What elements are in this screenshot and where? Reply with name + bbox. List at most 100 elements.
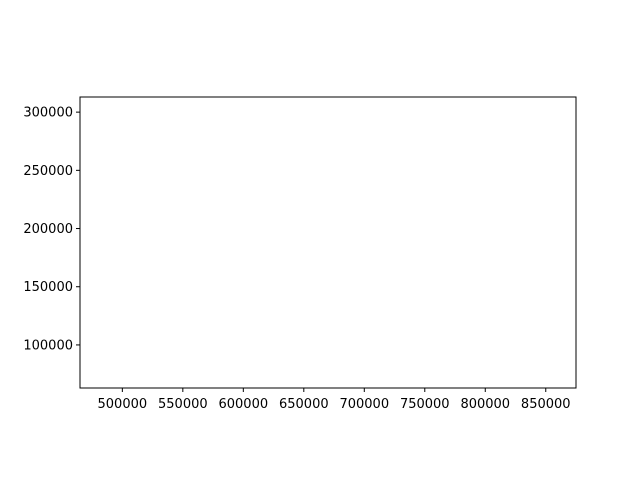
raster-cell: [100, 377, 106, 383]
raster-cell: [400, 177, 406, 183]
raster-cell: [205, 132, 211, 138]
raster-cell: [485, 212, 491, 218]
raster-cell: [375, 147, 381, 153]
raster-cell: [225, 262, 231, 268]
raster-cell: [495, 217, 501, 223]
raster-cell: [460, 347, 466, 353]
raster-cell: [85, 117, 91, 123]
raster-cell: [310, 217, 316, 223]
raster-cell: [470, 262, 476, 268]
raster-cell: [230, 122, 236, 128]
raster-cell: [460, 167, 466, 173]
raster-cell: [480, 282, 486, 288]
raster-cell: [440, 302, 446, 308]
raster-cell: [150, 112, 156, 118]
raster-cell: [260, 362, 266, 368]
raster-cell: [395, 287, 401, 293]
raster-cell: [400, 217, 406, 223]
raster-cell: [450, 367, 456, 373]
raster-cell: [455, 217, 461, 223]
raster-cell: [485, 207, 491, 213]
raster-cell: [85, 327, 91, 333]
raster-cell: [245, 267, 251, 273]
raster-cell: [460, 267, 466, 273]
raster-cell: [470, 322, 476, 328]
raster-cell: [170, 302, 176, 308]
raster-cell: [130, 112, 136, 118]
raster-cell: [145, 292, 151, 298]
raster-cell: [495, 197, 501, 203]
raster-cell: [460, 197, 466, 203]
raster-cell: [275, 242, 281, 248]
raster-cell: [345, 227, 351, 233]
raster-cell: [435, 377, 441, 383]
raster-cell: [295, 112, 301, 118]
raster-cell: [490, 232, 496, 238]
raster-cell: [190, 197, 196, 203]
raster-cell: [290, 237, 296, 243]
raster-cell: [465, 272, 471, 278]
raster-cell: [140, 162, 146, 168]
raster-cell: [220, 202, 226, 208]
raster-cell: [265, 207, 271, 213]
raster-cell: [280, 112, 286, 118]
raster-cell: [425, 147, 431, 153]
raster-cell: [445, 172, 451, 178]
raster-cell: [440, 292, 446, 298]
raster-cell: [120, 242, 126, 248]
raster-cell: [435, 332, 441, 338]
raster-cell: [205, 182, 211, 188]
raster-cell: [110, 277, 116, 283]
raster-cell: [485, 122, 491, 128]
raster-cell: [330, 297, 336, 303]
raster-cell: [285, 297, 291, 303]
raster-cell: [155, 107, 161, 113]
raster-cell: [270, 172, 276, 178]
raster-cell: [480, 117, 486, 123]
raster-cell: [280, 287, 286, 293]
raster-cell: [255, 237, 261, 243]
raster-cell: [280, 382, 286, 388]
raster-cell: [95, 202, 101, 208]
raster-cell: [320, 382, 326, 388]
raster-cell: [250, 107, 256, 113]
raster-cell: [195, 292, 201, 298]
raster-cell: [170, 297, 176, 303]
raster-cell: [165, 197, 171, 203]
raster-cell: [90, 127, 96, 133]
raster-cell: [305, 337, 311, 343]
raster-cell: [245, 327, 251, 333]
raster-cell: [265, 172, 271, 178]
raster-cell: [445, 112, 451, 118]
raster-cell: [335, 267, 341, 273]
raster-cell: [405, 382, 411, 388]
raster-cell: [445, 272, 451, 278]
raster-cell: [300, 102, 306, 108]
raster-cell: [130, 182, 136, 188]
raster-cell: [135, 267, 141, 273]
raster-cell: [245, 347, 251, 353]
raster-cell: [335, 237, 341, 243]
raster-cell: [125, 357, 131, 363]
raster-cell: [415, 302, 421, 308]
raster-cell: [160, 317, 166, 323]
raster-cell: [260, 162, 266, 168]
raster-cell: [390, 152, 396, 158]
raster-cell: [280, 372, 286, 378]
raster-cell: [485, 342, 491, 348]
raster-cell: [150, 372, 156, 378]
raster-cell: [195, 117, 201, 123]
raster-cell: [295, 102, 301, 108]
raster-cell: [315, 117, 321, 123]
raster-cell: [215, 277, 221, 283]
raster-cell: [395, 152, 401, 158]
raster-cell: [470, 197, 476, 203]
raster-cell: [440, 152, 446, 158]
raster-cell: [355, 202, 361, 208]
raster-cell: [360, 257, 366, 263]
raster-cell: [85, 142, 91, 148]
raster-cell: [380, 132, 386, 138]
raster-cell: [320, 177, 326, 183]
raster-cell: [155, 197, 161, 203]
raster-cell: [470, 157, 476, 163]
